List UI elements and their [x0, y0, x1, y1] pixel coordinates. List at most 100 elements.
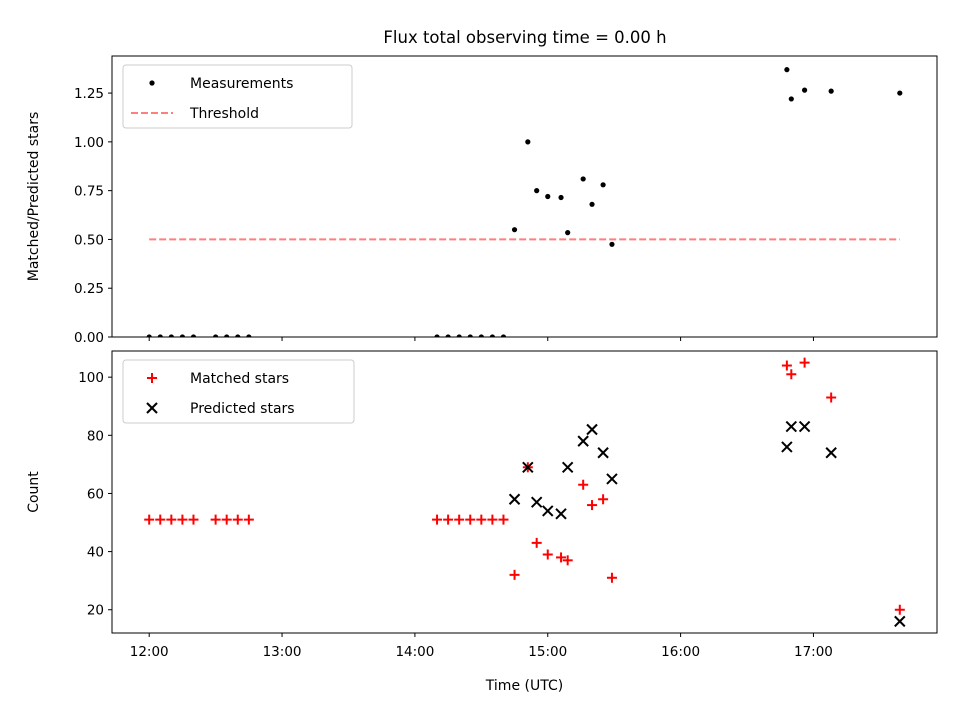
measurement-point — [179, 334, 186, 337]
predicted-star-point — [561, 461, 574, 473]
x-tick-label: 15:00 — [528, 644, 567, 660]
predicted-star-point — [555, 508, 567, 520]
matched-star-point — [144, 514, 155, 525]
legend-dot-marker — [149, 80, 155, 86]
measurement-point — [157, 334, 163, 337]
y-tick-label: 80 — [87, 428, 104, 444]
matched-star-point — [826, 392, 837, 403]
x-tick-label: 13:00 — [263, 644, 302, 660]
measurement-point — [589, 201, 595, 207]
y-tick-label: 100 — [78, 370, 104, 386]
predicted-star-point — [798, 420, 811, 433]
matched-star-point — [578, 479, 589, 490]
x-axis-label: Time (UTC) — [485, 678, 563, 694]
y-axis-label: Matched/Predicted stars — [26, 112, 42, 282]
measurement-point — [580, 176, 586, 182]
matched-star-point — [221, 514, 232, 525]
predicted-star-point — [825, 447, 837, 459]
predicted-star-point — [508, 493, 521, 505]
chart-title: Flux total observing time = 0.00 h — [383, 28, 666, 47]
panel-ratio: 0.00 0.25 0.50 0.75 1.00 1.25 Matched/Predicte… — [26, 55, 938, 346]
matched-star-point — [432, 514, 443, 525]
matched-star-point — [454, 514, 465, 525]
predicted-star-point — [597, 447, 609, 459]
y-tick-label: 60 — [87, 486, 104, 502]
plot-area — [146, 67, 903, 337]
measurement-point — [565, 230, 571, 236]
y-tick-label: 1.00 — [74, 135, 104, 151]
matched-star-point — [799, 357, 810, 368]
y-tick-label: 20 — [87, 603, 104, 619]
axes-frame — [111, 350, 938, 634]
legend: Measurements Threshold — [122, 64, 353, 129]
measurement-point — [788, 96, 794, 102]
matched-star-point — [243, 514, 254, 525]
matched-star-point — [556, 552, 567, 563]
matched-star-point — [210, 514, 221, 525]
measurement-point — [897, 90, 903, 96]
matched-star-point — [562, 555, 573, 566]
matched-star-point — [443, 514, 454, 525]
matched-star-point — [542, 549, 553, 560]
legend-box — [122, 359, 355, 424]
measurement-point — [500, 334, 507, 337]
y-tick-label: 1.25 — [74, 86, 104, 102]
x-tick-label: 17:00 — [794, 644, 833, 660]
matched-star-point — [498, 514, 509, 525]
matched-star-point — [188, 514, 199, 525]
measurement-point — [600, 182, 606, 188]
measurement-point — [609, 241, 615, 247]
measurement-point — [213, 334, 219, 337]
measurement-point — [445, 334, 451, 337]
predicted-star-point — [785, 420, 798, 433]
measurement-point — [558, 194, 564, 201]
predicted-star-point — [606, 473, 618, 485]
measurement-point — [784, 67, 790, 73]
matched-star-point — [155, 514, 166, 525]
measurement-point — [224, 334, 230, 337]
legend-label: Measurements — [190, 76, 293, 92]
matched-star-point — [606, 572, 617, 583]
matched-star-point — [465, 514, 476, 525]
y-tick-label: 0.00 — [74, 330, 104, 346]
panel-counts: 20 40 60 80 100 12:00 13:00 14:00 15:00 16:00 17:0… — [26, 350, 938, 694]
matched-star-point — [487, 514, 498, 525]
y-tick-label: 0.25 — [74, 281, 104, 297]
predicted-star-point — [522, 461, 534, 473]
y-tick-label: 0.50 — [74, 232, 104, 248]
predicted-star-point — [542, 505, 554, 517]
measurement-point — [146, 334, 152, 337]
measurement-point — [545, 193, 551, 200]
y-tick-label: 0.75 — [74, 184, 104, 200]
measurement-point — [828, 88, 834, 94]
x-tick-label: 14:00 — [395, 644, 434, 660]
measurement-point — [467, 334, 473, 337]
matched-star-point — [476, 514, 487, 525]
measurement-point — [525, 139, 531, 145]
predicted-star-point — [577, 435, 589, 447]
predicted-star-point — [530, 496, 543, 508]
measurement-point — [511, 227, 518, 233]
measurement-point — [534, 188, 540, 194]
axes-frame — [111, 55, 938, 338]
legend-box — [122, 64, 353, 129]
y-tick-label: 40 — [87, 545, 104, 561]
x-tick-label: 12:00 — [130, 644, 169, 660]
matched-star-point — [531, 537, 542, 548]
measurement-point — [478, 334, 484, 337]
measurement-point — [434, 334, 440, 337]
legend-label: Matched stars — [190, 371, 289, 387]
matched-star-point — [781, 360, 792, 371]
legend-plus-marker — [147, 373, 157, 383]
legend-x-marker — [146, 402, 158, 414]
y-axis-label: Count — [26, 471, 42, 513]
matched-star-point — [232, 514, 243, 525]
matched-star-point — [598, 494, 609, 505]
measurement-point — [456, 334, 462, 337]
measurement-point — [168, 334, 174, 337]
x-tick-label: 16:00 — [661, 644, 700, 660]
legend: Matched stars Predicted stars — [122, 359, 355, 424]
plot-area — [144, 357, 906, 628]
